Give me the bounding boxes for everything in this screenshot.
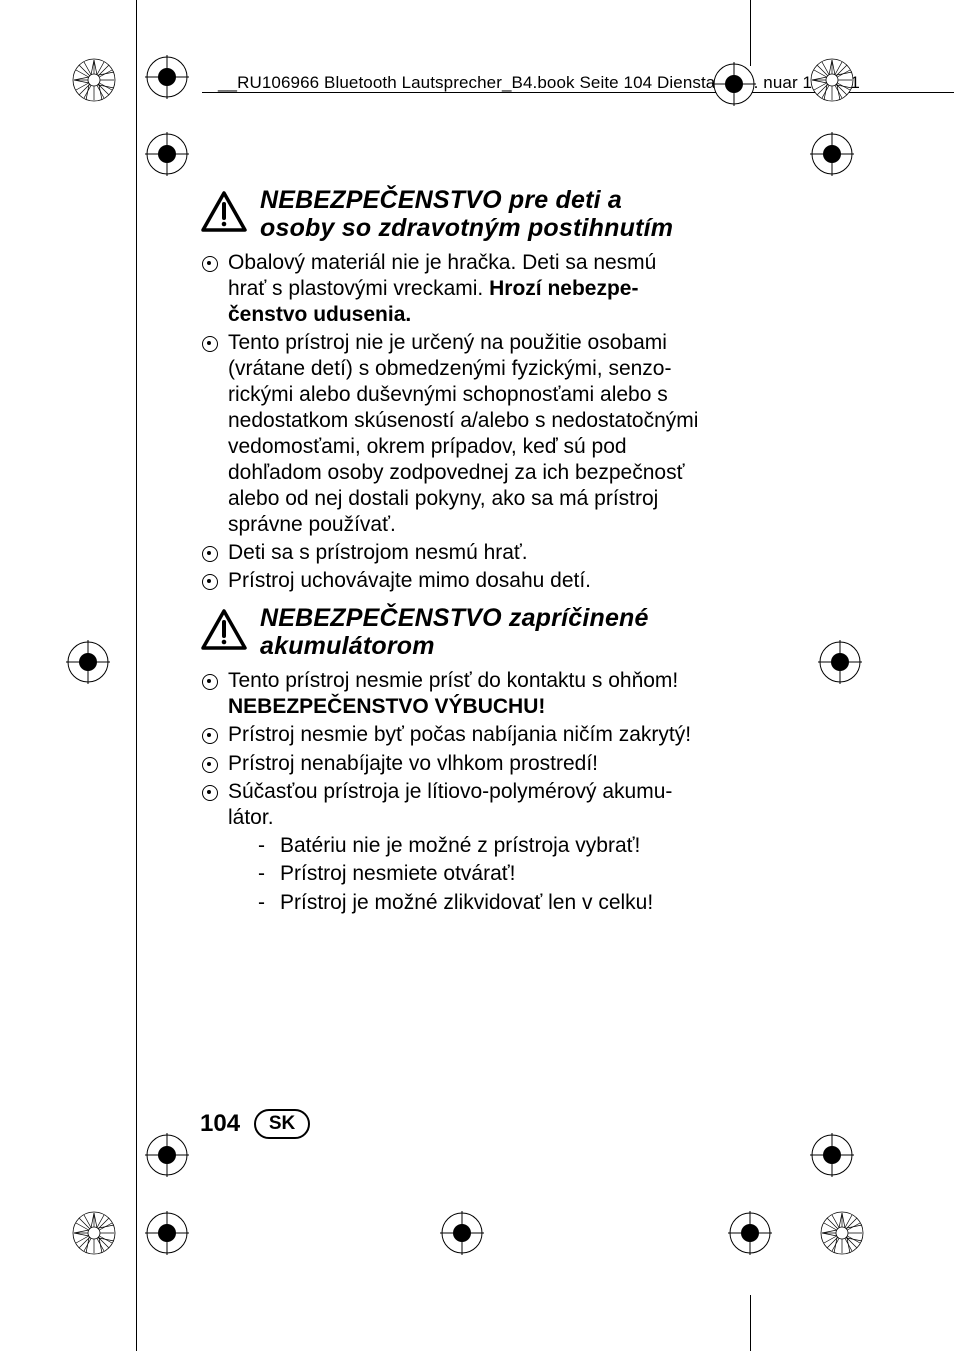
section-heading: NEBEZPEČENSTVO zapríčinené akumulátorom [200,604,700,660]
sunburst-icon [810,58,854,102]
registration-mark-icon [728,1211,772,1255]
sub-list: Batériu nie je možné z prístroja vybrať!… [258,833,700,918]
sunburst-icon [820,1211,864,1255]
language-code: SK [269,1113,295,1135]
list-item: Deti sa s prístrojom nesmú hrať. [200,540,700,566]
registration-mark-icon [712,62,756,106]
crop-line [136,1295,137,1351]
language-badge: SK [254,1109,310,1139]
list-item: Tento prístroj nie je určený na použitie… [200,330,700,538]
list-item: Prístroj je možné zlikvidovať len v celk… [258,890,700,917]
list-item: Súčasťou prístroja je lítiovo-polymérový… [200,779,700,918]
bullet-list: Obalový materiál nie je hračka. Deti sa … [200,250,700,594]
crop-line [136,56,137,1295]
registration-mark-icon [145,132,189,176]
crop-line [136,0,137,56]
list-item: Prístroj nenabíjajte vo vlhkom prostredí… [200,751,700,777]
registration-mark-icon [145,55,189,99]
list-item: Prístroj nesmiete otvárať! [258,861,700,888]
crop-line [750,0,751,66]
registration-mark-icon [810,1133,854,1177]
registration-mark-icon [145,1211,189,1255]
page-footer: 104 SK [200,1109,310,1139]
list-item: Batériu nie je možné z prístroja vybrať! [258,833,700,860]
crop-line [750,1295,751,1351]
page-content: NEBEZPEČENSTVO pre deti a osoby so zdrav… [200,186,700,927]
registration-mark-icon [440,1211,484,1255]
list-item: Prístroj uchovávajte mimo dosahu detí. [200,568,700,594]
list-item: Prístroj nesmie byť počas nabíjania ničí… [200,722,700,748]
heading-text: NEBEZPEČENSTVO pre deti a osoby so zdrav… [260,186,700,242]
bullet-list: Tento prístroj nesmie prísť do kontaktu … [200,668,700,917]
sunburst-icon [72,1211,116,1255]
list-item: Tento prístroj nesmie prísť do kontaktu … [200,668,700,720]
registration-mark-icon [818,640,862,684]
doc-header-text: __RU106966 Bluetooth Lautsprecher_B4.boo… [218,73,860,93]
registration-mark-icon [145,1133,189,1177]
warning-triangle-icon [200,190,248,234]
sunburst-icon [72,58,116,102]
registration-mark-icon [810,132,854,176]
registration-mark-icon [66,640,110,684]
heading-text: NEBEZPEČENSTVO zapríčinené akumulátorom [260,604,700,660]
list-item: Obalový materiál nie je hračka. Deti sa … [200,250,700,328]
page-number: 104 [200,1110,240,1138]
warning-triangle-icon [200,608,248,652]
section-heading: NEBEZPEČENSTVO pre deti a osoby so zdrav… [200,186,700,242]
